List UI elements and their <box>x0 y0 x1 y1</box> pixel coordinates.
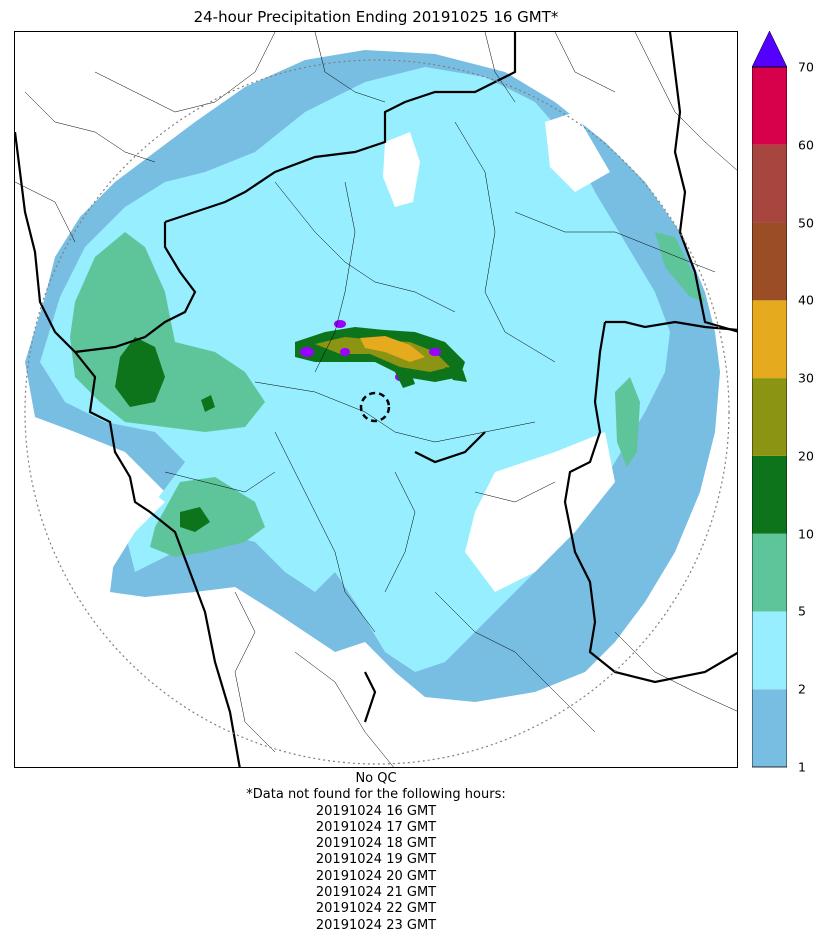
missing-hour: 20191024 17 GMT <box>315 819 437 835</box>
colorbar-segment <box>752 222 787 301</box>
qc-note: No QC <box>355 771 397 786</box>
colorbar <box>752 30 787 768</box>
missing-data-note: *Data not found for the following hours: <box>246 787 506 803</box>
district-boundaries <box>15 32 737 767</box>
colorbar-tick-label: 5 <box>798 603 806 619</box>
missing-hour: 20191024 20 GMT <box>315 868 437 884</box>
colorbar-segment <box>752 455 787 534</box>
radar-site-marker <box>359 391 391 423</box>
missing-hour: 20191024 23 GMT <box>315 917 437 933</box>
colorbar-extend-arrow <box>752 30 787 68</box>
colorbar-segment <box>752 300 787 379</box>
precip-dark-green-southwest <box>180 507 210 532</box>
colorbar-tick-label: 10 <box>798 526 814 542</box>
precip-light-green-northeast <box>655 232 705 302</box>
missing-hour: 20191024 19 GMT <box>315 852 437 868</box>
colorbar-tick-label: 20 <box>798 448 814 464</box>
missing-hour: 20191024 18 GMT <box>315 836 437 852</box>
footer-notes: No QC *Data not found for the following … <box>14 771 738 934</box>
colorbar-tick-label: 40 <box>798 292 814 308</box>
gap-east <box>465 432 615 592</box>
range-ring <box>24 59 730 765</box>
colorbar-segment <box>752 533 787 612</box>
colorbar-tick-label: 50 <box>798 215 814 231</box>
colorbar-segment <box>752 67 787 145</box>
colorbar-tick-label: 60 <box>798 137 814 153</box>
map-canvas <box>15 32 737 767</box>
chart-title: 24-hour Precipitation Ending 20191025 16… <box>193 8 559 26</box>
gap-west <box>15 432 165 692</box>
radar-map <box>14 31 738 768</box>
missing-hour: 20191024 16 GMT <box>315 803 437 819</box>
precip-dark-green-small <box>201 395 215 412</box>
convective-band <box>295 320 467 388</box>
missing-hour: 20191024 22 GMT <box>315 901 437 917</box>
missing-hour: 20191024 21 GMT <box>315 885 437 901</box>
gap-northeast <box>545 112 610 192</box>
gap-north <box>383 132 420 207</box>
colorbar-tick-label: 2 <box>798 681 806 697</box>
precip-light-green-southwest <box>150 477 265 557</box>
colorbar-tick-label: 30 <box>798 370 814 386</box>
precip-light-green-east <box>615 377 640 467</box>
colorbar-segment <box>752 611 787 690</box>
colorbar-tick-label: 70 <box>798 59 814 75</box>
colorbar-segment <box>752 378 787 456</box>
colorbar-tick-label: 1 <box>798 759 806 775</box>
precip-dark-green-west <box>115 337 165 407</box>
state-boundaries <box>15 32 737 767</box>
colorbar-segment <box>752 144 787 223</box>
colorbar-segment <box>752 689 787 767</box>
